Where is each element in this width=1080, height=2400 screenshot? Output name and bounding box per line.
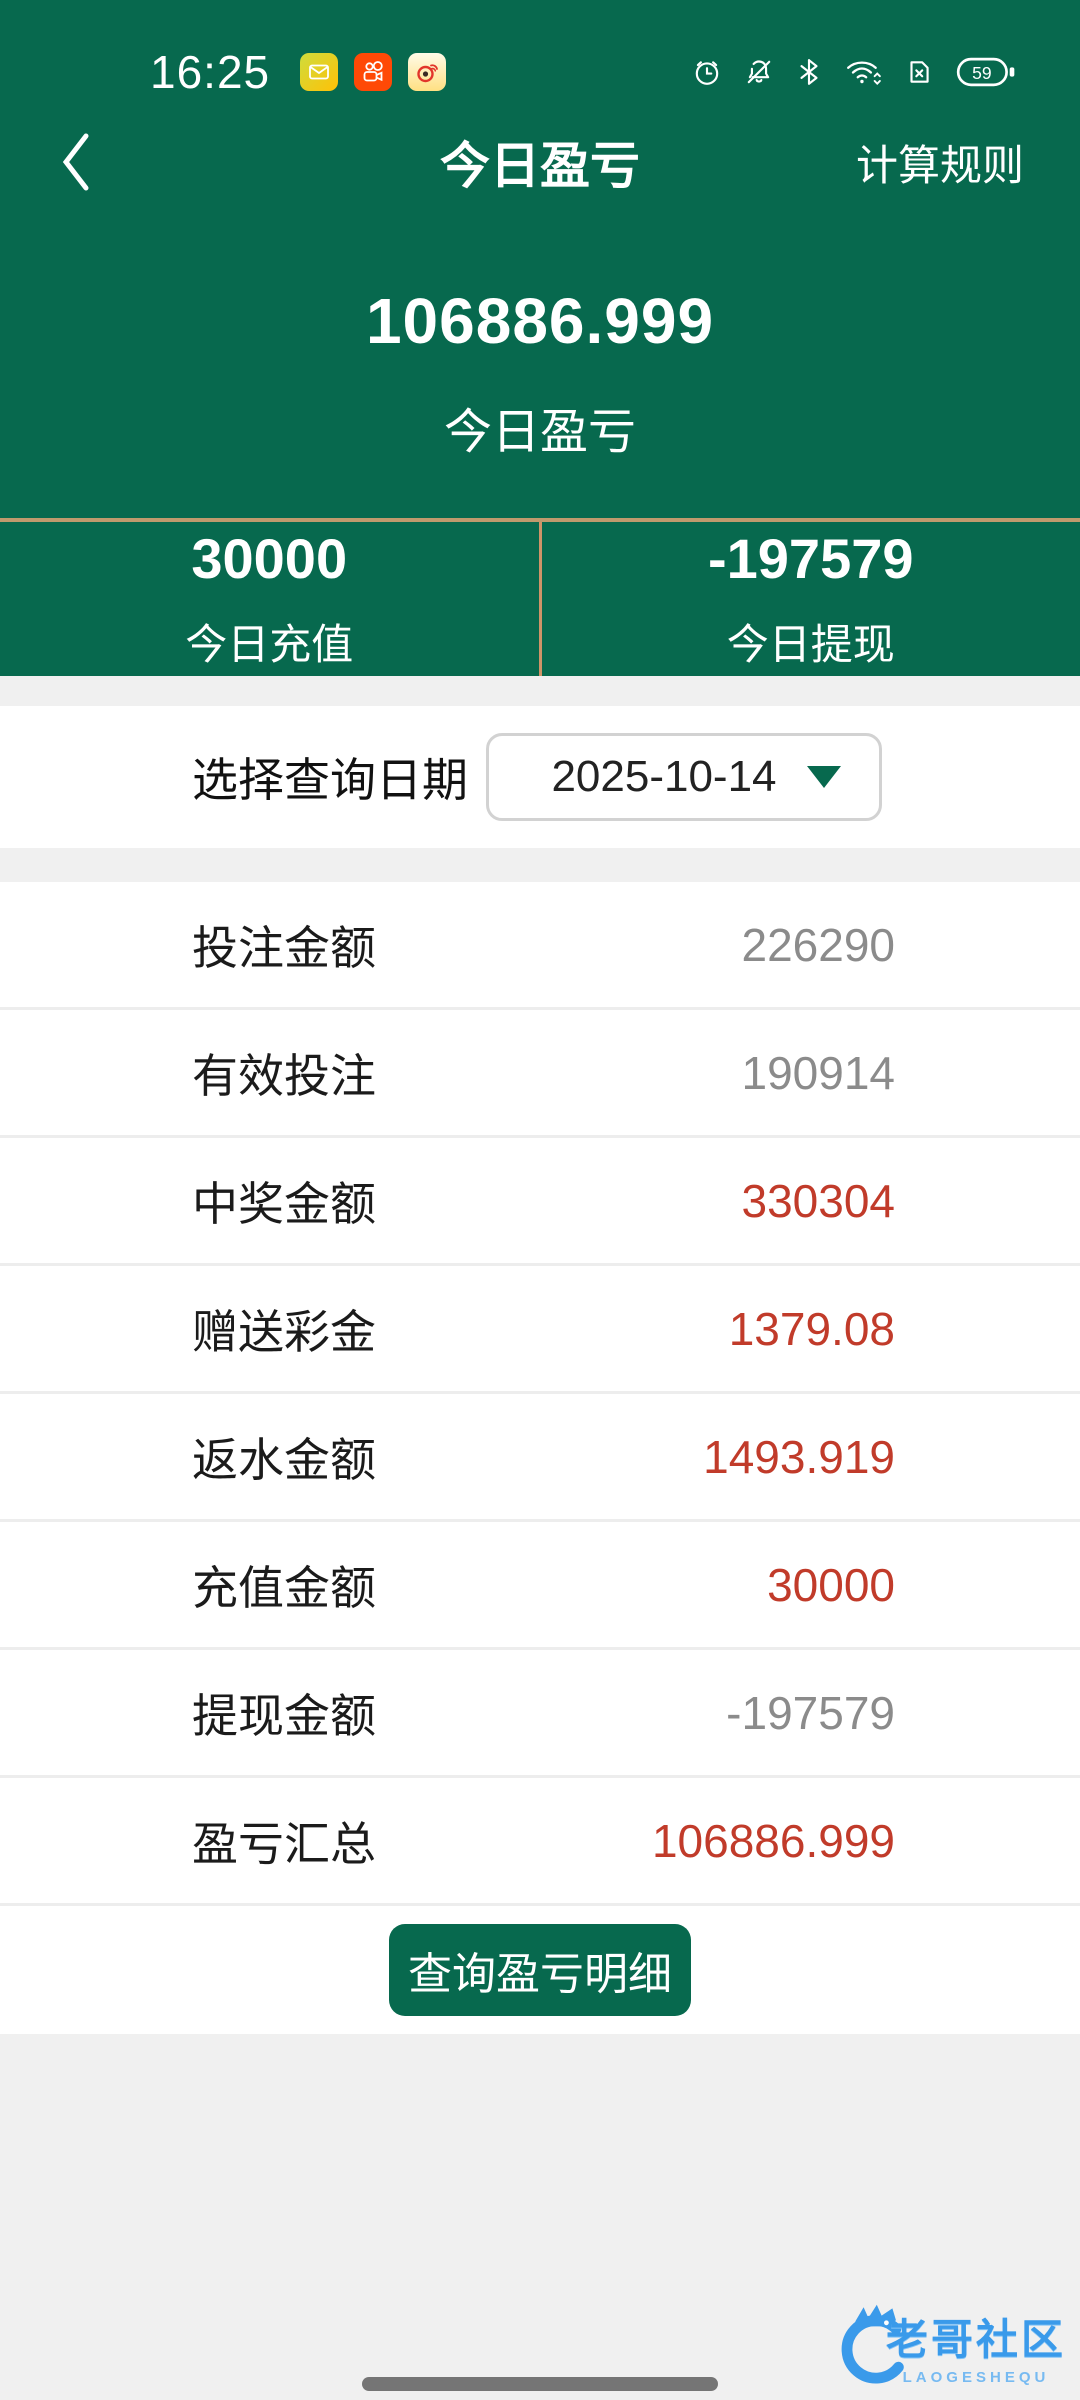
battery-percent-text: 59	[972, 63, 991, 83]
date-picker-row: 选择查询日期 2025-10-14	[0, 706, 1080, 848]
spacer	[0, 848, 1080, 882]
row-profit-total: 盈亏汇总 106886.999	[0, 1778, 1080, 1906]
today-profit-amount: 106886.999	[365, 285, 715, 357]
row-label: 盈亏汇总	[192, 1817, 376, 1870]
row-valid-bet: 有效投注 190914	[0, 1010, 1080, 1138]
row-value: 30000	[767, 1558, 895, 1611]
watermark-en-text: LAOGESHEQU	[902, 2369, 1050, 2386]
wifi-icon	[844, 56, 882, 88]
back-button[interactable]	[56, 122, 116, 202]
row-label: 有效投注	[192, 1049, 376, 1102]
sim-missing-icon	[904, 57, 934, 87]
today-deposit-cell: 30000 今日充值	[0, 522, 539, 676]
row-value: 106886.999	[651, 1814, 895, 1867]
query-profit-detail-button[interactable]: 查询盈亏明细	[389, 1924, 691, 2016]
laoge-community-watermark: 老哥社区 LAOGESHEQU	[824, 2300, 1066, 2396]
row-value: 226290	[741, 918, 896, 971]
deposit-withdraw-summary: 30000 今日充值 -197579 今日提现	[0, 518, 1080, 676]
row-label: 返水金额	[192, 1433, 376, 1486]
row-label: 充值金额	[192, 1561, 376, 1614]
date-picker-select[interactable]: 2025-10-14	[486, 733, 882, 821]
row-bet-amount: 投注金额 226290	[0, 882, 1080, 1010]
bottom-area: 老哥社区 LAOGESHEQU	[0, 2034, 1080, 2400]
today-withdraw-cell: -197579 今日提现	[542, 522, 1080, 676]
row-withdraw-amount: 提现金额 -197579	[0, 1650, 1080, 1778]
battery-icon: 59	[956, 55, 1016, 89]
today-deposit-value: 30000	[191, 527, 348, 590]
row-winning-amount: 中奖金额 330304	[0, 1138, 1080, 1266]
back-chevron-icon	[62, 133, 89, 191]
system-status-icons: 59	[692, 55, 1016, 89]
home-indicator-bar[interactable]	[362, 2377, 718, 2391]
row-label: 中奖金额	[192, 1177, 376, 1230]
row-value: 190914	[741, 1046, 896, 1099]
row-label: 赠送彩金	[192, 1305, 376, 1358]
chevron-down-icon	[807, 766, 841, 788]
row-label: 提现金额	[192, 1689, 376, 1742]
spacer	[0, 676, 1080, 706]
row-bonus-amount: 赠送彩金 1379.08	[0, 1266, 1080, 1394]
alarm-icon	[692, 57, 722, 87]
weibo-icon	[408, 53, 447, 91]
today-deposit-label: 今日充值	[185, 621, 354, 668]
nav-bar: 今日盈亏 计算规则	[0, 104, 1080, 220]
watermark-cn-text: 老哥社区	[885, 2316, 1066, 2363]
row-value: 330304	[741, 1174, 896, 1227]
row-value: -197579	[726, 1686, 895, 1739]
row-value: 1493.919	[703, 1430, 895, 1483]
today-withdraw-label: 今日提现	[726, 621, 895, 668]
calculation-rules-link[interactable]: 计算规则	[855, 141, 1024, 189]
dragon-logo-icon	[841, 2304, 904, 2384]
clock-text: 16:25	[150, 46, 271, 98]
bluetooth-icon	[796, 57, 822, 87]
mail-icon	[300, 53, 339, 91]
notification-icons	[300, 53, 447, 91]
date-picker-label: 选择查询日期	[192, 754, 468, 806]
today-summary: 106886.999 今日盈亏	[0, 220, 1080, 518]
button-row: 查询盈亏明细	[0, 1906, 1080, 2034]
today-profit-label: 今日盈亏	[443, 406, 636, 459]
kuaishou-icon	[354, 53, 393, 91]
status-bar: 16:25	[0, 0, 1080, 104]
selected-date: 2025-10-14	[551, 752, 777, 801]
row-rebate-amount: 返水金额 1493.919	[0, 1394, 1080, 1522]
detail-list: 投注金额 226290 有效投注 190914 中奖金额 330304 赠送彩金…	[0, 882, 1080, 1906]
header-section: 16:25	[0, 0, 1080, 518]
today-withdraw-value: -197579	[707, 527, 914, 590]
row-value: 1379.08	[728, 1302, 895, 1355]
row-label: 投注金额	[192, 921, 376, 974]
vertical-divider	[538, 522, 542, 676]
bell-muted-icon	[744, 57, 774, 87]
row-deposit-amount: 充值金额 30000	[0, 1522, 1080, 1650]
